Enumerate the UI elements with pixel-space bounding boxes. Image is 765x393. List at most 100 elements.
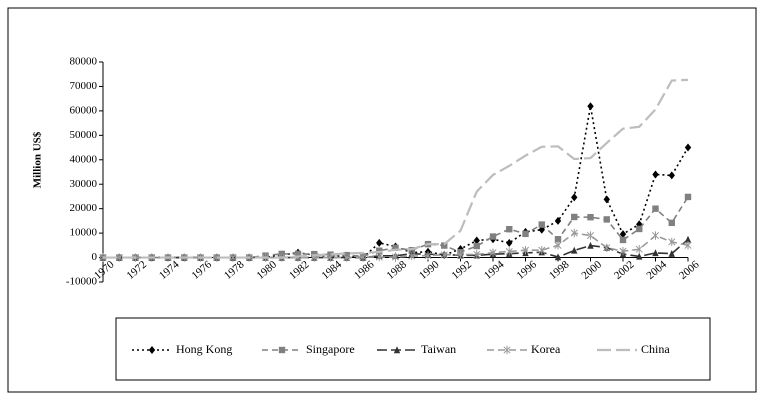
marker [229, 253, 237, 262]
marker [506, 238, 513, 247]
marker [440, 250, 448, 260]
marker [652, 205, 659, 212]
marker [376, 238, 383, 247]
marker [554, 241, 562, 250]
x-tick-label: 1990 [417, 258, 442, 282]
marker [473, 250, 481, 259]
marker [571, 193, 578, 202]
marker [554, 216, 562, 225]
y-tick-label: 50000 [70, 129, 98, 141]
marker [473, 236, 480, 245]
x-tick-label: 1988 [384, 258, 409, 282]
marker [587, 102, 594, 111]
legend-label: China [641, 342, 670, 356]
marker [538, 221, 545, 228]
marker [489, 248, 497, 257]
y-tick-label: -10000 [66, 276, 98, 288]
marker [393, 346, 401, 354]
x-tick-label: 1986 [352, 258, 377, 282]
marker [684, 193, 692, 201]
marker [522, 230, 529, 238]
marker [343, 253, 351, 262]
x-tick-label: 1980 [254, 258, 279, 282]
y-tick-label: 30000 [70, 178, 98, 190]
marker [668, 219, 675, 227]
y-tick-label: 0 [92, 251, 98, 263]
marker [586, 231, 595, 240]
marker [408, 251, 416, 261]
marker [506, 226, 513, 233]
marker [570, 228, 578, 238]
marker [115, 253, 123, 262]
marker [684, 241, 692, 250]
x-tick-label: 1994 [482, 258, 507, 282]
marker [505, 247, 513, 256]
marker [619, 230, 627, 239]
marker [376, 247, 383, 254]
x-tick-label: 1978 [222, 258, 247, 282]
marker [456, 250, 465, 259]
marker [571, 213, 578, 221]
marker [391, 252, 400, 262]
x-tick-label: 1982 [287, 259, 312, 282]
marker [668, 249, 675, 257]
y-tick-label: 20000 [70, 202, 98, 214]
marker [684, 143, 692, 152]
marker [636, 225, 643, 233]
x-tick-label: 2004 [644, 258, 669, 282]
x-tick-label: 1976 [189, 258, 214, 282]
x-tick-label: 2002 [612, 259, 637, 282]
marker [554, 236, 562, 243]
x-tick-label: 2006 [677, 258, 702, 282]
marker [538, 246, 546, 255]
y-tick-label: 60000 [70, 104, 98, 116]
legend-label: Korea [531, 342, 561, 356]
marker [619, 236, 627, 244]
marker [603, 216, 610, 223]
marker [651, 231, 660, 240]
marker [587, 214, 594, 221]
marker [554, 253, 562, 261]
x-tick-label: 1972 [124, 259, 149, 282]
marker [213, 253, 221, 262]
marker [652, 170, 659, 179]
marker [571, 246, 578, 254]
x-tick-label: 1996 [514, 258, 539, 282]
marker [441, 242, 448, 249]
marker [375, 252, 383, 262]
marker [619, 247, 627, 256]
y-tick-label: 80000 [70, 56, 98, 68]
marker [587, 241, 594, 249]
marker [359, 252, 367, 262]
marker [652, 249, 659, 257]
legend-label: Singapore [306, 342, 355, 356]
marker [603, 243, 611, 252]
marker [392, 244, 399, 251]
x-tick-label: 1998 [547, 258, 572, 282]
series-line [103, 106, 689, 259]
y-axis-label: Million US$ [32, 131, 44, 188]
y-tick-label: 70000 [70, 80, 98, 92]
marker [635, 245, 643, 254]
marker [521, 246, 530, 255]
chart-frame [7, 7, 757, 393]
marker [636, 252, 643, 260]
x-tick-label: 1992 [449, 259, 474, 282]
series-line [103, 78, 689, 259]
marker [503, 345, 511, 355]
y-tick-label: 40000 [70, 153, 98, 165]
marker [668, 237, 676, 247]
marker [473, 242, 480, 250]
x-tick-label: 1974 [157, 258, 182, 282]
marker [148, 346, 156, 354]
marker [684, 235, 692, 243]
marker [424, 251, 432, 260]
x-tick-label: 1984 [319, 258, 344, 282]
marker [668, 171, 675, 180]
marker [489, 233, 497, 240]
marker [603, 195, 610, 204]
legend-label: Hong Kong [176, 342, 232, 356]
legend-label: Taiwan [421, 342, 456, 356]
x-tick-label: 2000 [579, 258, 604, 282]
